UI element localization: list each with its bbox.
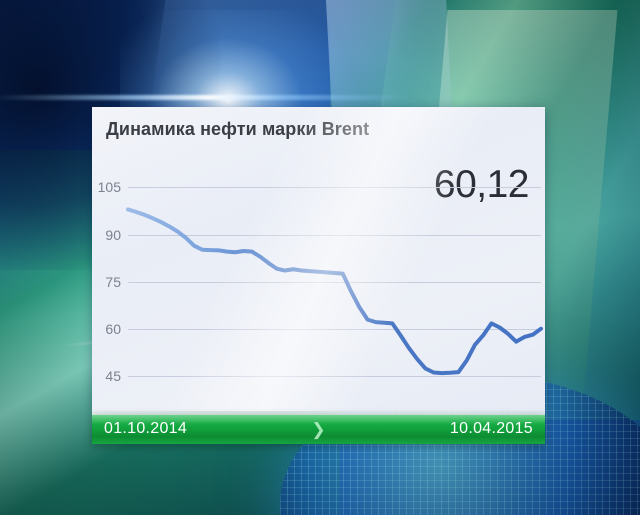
chevron-right-icon: ❯ [311,419,326,439]
date-range-bar: 01.10.2014 ❯ 10.04.2015 [92,415,545,444]
card-bottom-strip [92,411,545,415]
chart-title: Динамика нефти марки Brent [106,119,370,139]
date-range-end: 10.04.2015 [449,420,533,437]
date-range-start: 01.10.2014 [104,420,188,437]
y-axis-tick-label: 75 [105,273,121,290]
footer-highlight [92,415,545,424]
y-axis-tick-label: 90 [105,226,121,243]
chart-card: Динамика нефти марки Brent 60,12 45 60 75 9… [92,107,545,411]
y-axis-tick-label: 45 [105,368,121,385]
price-line-series [126,207,543,376]
plot-area: 45 60 75 90 105 [98,178,543,392]
background-flare-beam [0,95,410,100]
y-axis-tick-label: 105 [97,179,121,196]
y-axis-tick-label: 60 [105,321,121,338]
